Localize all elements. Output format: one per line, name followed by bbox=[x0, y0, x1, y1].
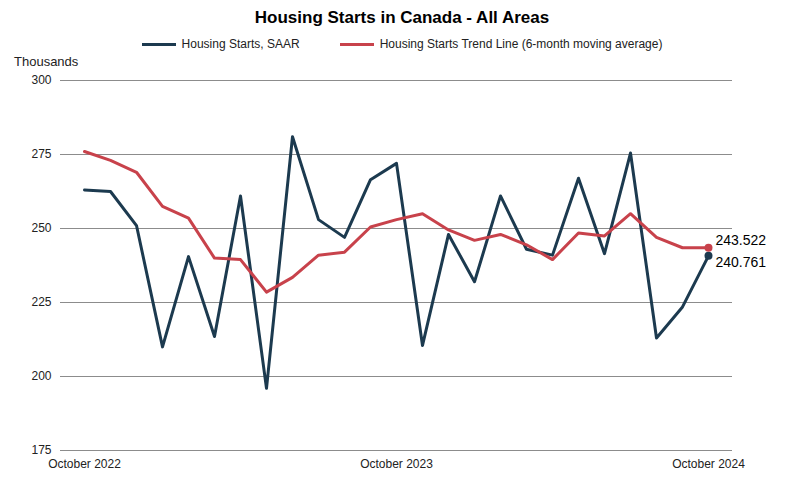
svg-text:October 2022: October 2022 bbox=[48, 457, 121, 471]
svg-text:275: 275 bbox=[31, 147, 51, 161]
svg-text:October 2023: October 2023 bbox=[360, 457, 433, 471]
svg-text:250: 250 bbox=[31, 221, 51, 235]
html-text:Housing Starts Trend Line (6-m: Housing Starts Trend Line (6-month movin… bbox=[379, 37, 663, 51]
svg-text:October 2024: October 2024 bbox=[672, 457, 745, 471]
svg-text:300: 300 bbox=[31, 73, 51, 87]
svg-text:175: 175 bbox=[31, 443, 51, 457]
svg-text:225: 225 bbox=[31, 295, 51, 309]
svg-text:243.522: 243.522 bbox=[716, 232, 767, 248]
svg-text:240.761: 240.761 bbox=[716, 254, 767, 270]
html-text:Thousands: Thousands bbox=[14, 54, 79, 69]
html-text:Housing Starts in Canada - All: Housing Starts in Canada - All Areas bbox=[254, 8, 550, 27]
html-text:Housing Starts, SAAR: Housing Starts, SAAR bbox=[181, 37, 300, 51]
svg-text:200: 200 bbox=[31, 369, 51, 383]
